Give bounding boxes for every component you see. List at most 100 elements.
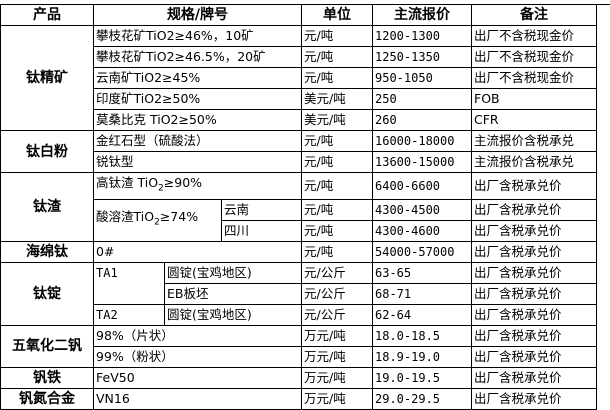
price-cell: 18.0-18.5 <box>372 324 472 347</box>
product-cell: 钒氮合金 <box>0 387 94 410</box>
region-cell: 云南 <box>221 198 302 221</box>
price-table: 产品 规格/牌号 单位 主流报价 备注 钛精矿 攀枝花矿TiO2≥46%，10矿元… <box>0 4 597 410</box>
header-row: 产品 规格/牌号 单位 主流报价 备注 <box>0 4 597 26</box>
price-cell: 18.9-19.0 <box>372 345 472 368</box>
note-cell: 出厂含税承兑价 <box>471 282 597 305</box>
spec-text: ≥74% <box>159 209 199 225</box>
product-cell: 五氧化二钒 <box>0 324 94 368</box>
table-row: 钛精矿 攀枝花矿TiO2≥46%，10矿 元/吨 1200-1300 出厂不含税现金价 <box>0 25 597 131</box>
table-row: 攀枝花矿TiO2≥46.5%，20矿 元/吨 1250-1350 出厂不含税现金价 <box>1 46 597 68</box>
note-cell: 出厂含税承兑价 <box>471 387 597 410</box>
spec-cell: 酸溶渣TiO2≥74% <box>93 198 222 242</box>
table-row: 五氧化二钒 98%（片状） 万元/吨 18.0-18.5 出厂含税承兑价 <box>0 324 597 368</box>
unit-cell: 元/吨 <box>301 198 373 221</box>
unit-cell: 元/公斤 <box>301 261 373 284</box>
spec-cell: 0# <box>93 240 302 263</box>
header-price: 主流报价 <box>372 4 472 26</box>
unit-cell: 元/公斤 <box>301 282 373 305</box>
unit-cell: 万元/吨 <box>301 387 373 410</box>
price-cell: 68-71 <box>372 282 472 305</box>
spec-cell: 印度矿TiO2≥50% <box>93 88 302 110</box>
table-row: 钛锭 TA1 圆锭(宝鸡地区) 元/公斤 63-65 出厂含税承兑价 <box>0 261 597 326</box>
price-cell: 62-64 <box>372 303 472 326</box>
spec-cell: 攀枝花矿TiO2≥46%，10矿 <box>93 25 302 47</box>
table-row: 莫桑比克 TiO2≥50% 美元/吨 260 CFR <box>1 109 597 131</box>
table-row: 钒氮合金 VN16 万元/吨 29.0-29.5 出厂含税承兑价 <box>0 387 597 410</box>
form-cell: 圆锭(宝鸡地区) <box>164 261 302 284</box>
note-cell: 出厂含税承兑价 <box>471 261 597 284</box>
price-cell: 1250-1350 <box>372 46 472 68</box>
product-cell: 钛白粉 <box>0 130 94 173</box>
price-cell: 19.0-19.5 <box>372 366 472 389</box>
spec-cell: 莫桑比克 TiO2≥50% <box>93 109 302 131</box>
spec-cell: 高钛渣 TiO2≥90% <box>93 172 302 200</box>
unit-cell: 万元/吨 <box>301 345 373 368</box>
price-cell: 63-65 <box>372 261 472 284</box>
table-row: 锐钛型 元/吨 13600-15000 主流报价含税承兑 <box>1 151 597 173</box>
note-cell: 出厂不含税现金价 <box>471 46 597 68</box>
unit-cell: 元/吨 <box>301 240 373 263</box>
spec-text: 2 <box>154 217 160 228</box>
spec-cell: 云南矿TiO2≥45% <box>93 67 302 89</box>
spec-text: 高钛渣 TiO <box>96 175 159 190</box>
header-spec: 规格/牌号 <box>93 4 302 26</box>
price-cell: 4300-4600 <box>372 219 472 242</box>
grade-cell: TA1 <box>93 261 165 305</box>
unit-cell: 元/吨 <box>301 46 373 68</box>
form-cell: EB板坯 <box>164 282 302 305</box>
header-unit: 单位 <box>301 4 373 26</box>
unit-cell: 元/吨 <box>301 151 373 173</box>
spec-cell: 攀枝花矿TiO2≥46.5%，20矿 <box>93 46 302 68</box>
unit-cell: 万元/吨 <box>301 366 373 389</box>
note-cell: 出厂含税承兑价 <box>471 324 597 347</box>
price-cell: 54000-57000 <box>372 240 472 263</box>
unit-cell: 元/吨 <box>301 25 373 47</box>
spec-cell: FeV50 <box>93 366 302 389</box>
unit-cell: 美元/吨 <box>301 88 373 110</box>
header-product: 产品 <box>0 4 94 26</box>
table-row: 四川 元/吨 4300-4600 出厂含税承兑价 <box>1 219 597 242</box>
spec-cell: 99%（粉状） <box>93 345 302 368</box>
form-cell: 圆锭(宝鸡地区) <box>164 303 302 326</box>
note-cell: 出厂含税承兑价 <box>471 172 597 200</box>
unit-cell: 万元/吨 <box>301 324 373 347</box>
price-cell: 950-1050 <box>372 67 472 89</box>
product-cell: 钛锭 <box>0 261 94 326</box>
unit-cell: 元/吨 <box>301 130 373 152</box>
unit-cell: 元/公斤 <box>301 303 373 326</box>
unit-cell: 元/吨 <box>301 219 373 242</box>
price-cell: 16000-18000 <box>372 130 472 152</box>
spec-text: ≥90% <box>163 175 203 190</box>
note-cell: 出厂含税承兑价 <box>471 303 597 326</box>
price-cell: 1200-1300 <box>372 25 472 47</box>
note-cell: 出厂含税承兑价 <box>471 219 597 242</box>
product-cell: 海绵钛 <box>0 240 94 263</box>
table-row: 钛渣 高钛渣 TiO2≥90% 元/吨 6400-6600 出厂含税承兑价 <box>0 172 597 242</box>
note-cell: CFR <box>471 109 597 131</box>
price-cell: 260 <box>372 109 472 131</box>
table-row: 钒铁 FeV50 万元/吨 19.0-19.5 出厂含税承兑价 <box>0 366 597 389</box>
product-cell: 钛精矿 <box>0 25 94 131</box>
spec-cell: VN16 <box>93 387 302 410</box>
spec-cell: 98%（片状） <box>93 324 302 347</box>
unit-cell: 美元/吨 <box>301 109 373 131</box>
product-cell: 钛渣 <box>0 172 94 242</box>
price-cell: 13600-15000 <box>372 151 472 173</box>
table-row: 印度矿TiO2≥50% 美元/吨 250 FOB <box>1 88 597 110</box>
price-cell: 6400-6600 <box>372 172 472 200</box>
region-cell: 四川 <box>221 219 302 242</box>
note-cell: 出厂不含税现金价 <box>471 25 597 47</box>
note-cell: 出厂含税承兑价 <box>471 366 597 389</box>
price-cell: 250 <box>372 88 472 110</box>
price-cell: 4300-4500 <box>372 198 472 221</box>
note-cell: 出厂含税承兑价 <box>471 345 597 368</box>
note-cell: 出厂不含税现金价 <box>471 67 597 89</box>
table-row: EB板坯 元/公斤 68-71 出厂含税承兑价 <box>1 282 597 305</box>
grade-cell: TA2 <box>93 303 165 326</box>
unit-cell: 元/吨 <box>301 67 373 89</box>
note-cell: FOB <box>471 88 597 110</box>
table-row: 海绵钛 0# 元/吨 54000-57000 出厂含税承兑价 <box>0 240 597 263</box>
note-cell: 出厂含税承兑价 <box>471 240 597 263</box>
note-cell: 出厂含税承兑价 <box>471 198 597 221</box>
price-cell: 29.0-29.5 <box>372 387 472 410</box>
